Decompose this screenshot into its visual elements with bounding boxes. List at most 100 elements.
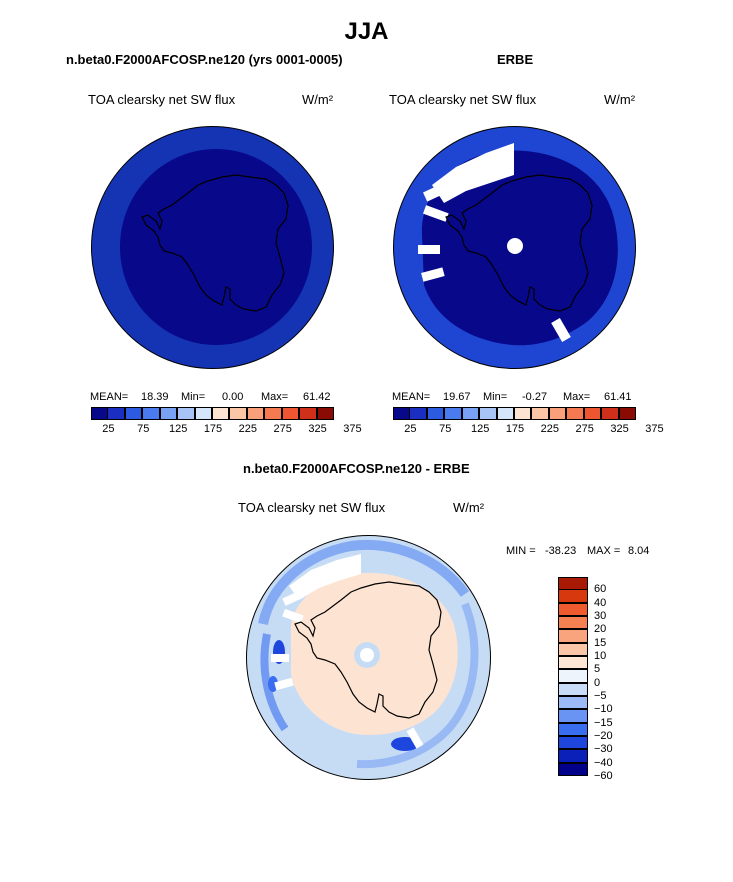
colorbar-tick-label: 125 — [168, 423, 188, 435]
model-map-interior — [120, 149, 312, 345]
model-mean-label: MEAN= — [90, 391, 129, 403]
diff-blue-ring-1 — [258, 540, 470, 626]
diff-colorbar-segment — [558, 602, 588, 616]
colorbar-tick-label: 25 — [404, 423, 417, 435]
erbe-map — [393, 126, 636, 369]
colorbar-tick-label: 175 — [505, 423, 525, 435]
colorbar-segment — [229, 407, 247, 420]
colorbar-segment — [264, 407, 282, 420]
colorbar-segment — [91, 407, 109, 420]
colorbar-segment — [479, 407, 497, 420]
colorbar-segment — [444, 407, 462, 420]
colorbar-segment — [281, 407, 300, 420]
diff-gap-2 — [282, 608, 304, 624]
erbe-map-border — [393, 126, 636, 369]
page-title: JJA — [344, 18, 389, 45]
colorbar-tick-label: 175 — [203, 423, 223, 435]
erbe-gap-2 — [423, 205, 449, 222]
colorbar-segment — [246, 407, 265, 420]
erbe-gap-4 — [421, 267, 445, 282]
difference-map — [246, 535, 491, 780]
erbe-antarctica-coastline — [445, 174, 593, 312]
diff-colorbar-segment — [558, 616, 588, 630]
diff-colorbar-tick-label: −40 — [594, 756, 613, 769]
colorbar-segment — [316, 407, 334, 420]
bottom-panel-subtitle: n.beta0.F2000AFCOSP.ne120 - ERBE — [243, 461, 470, 476]
erbe-min-value: -0.27 — [522, 391, 548, 403]
colorbar-tick-label: 225 — [540, 423, 560, 435]
diff-pole-hole — [360, 648, 374, 662]
colorbar-segment — [177, 407, 195, 420]
erbe-pole-hole — [507, 238, 523, 254]
erbe-min-label: Min= — [483, 391, 508, 403]
colorbar-segment — [514, 407, 532, 420]
diff-colorbar-tick-label: −20 — [594, 730, 613, 742]
colorbar-segment — [393, 407, 411, 420]
model-max-value: 61.42 — [303, 391, 331, 403]
diff-colorbar-tick-label: −10 — [594, 703, 613, 716]
model-map — [91, 126, 334, 369]
colorbar-segment — [124, 407, 143, 420]
colorbar-segment — [409, 407, 427, 420]
colorbar-segment — [107, 407, 125, 420]
diff-colorbar-segment — [558, 642, 588, 656]
model-max-label: Max= — [261, 391, 289, 403]
right-panel-subtitle: ERBE — [497, 52, 534, 67]
colorbar-tick-label: 75 — [439, 423, 452, 435]
colorbar-tick-label: 75 — [137, 423, 150, 435]
colorbar-segment — [618, 407, 636, 420]
colorbar-segment — [531, 407, 549, 420]
diff-colorbar-tick-label: 0 — [594, 676, 601, 689]
diff-colorbar-segment — [558, 629, 588, 643]
model-min-label: Min= — [181, 391, 206, 403]
diff-colorbar-segment — [558, 656, 588, 670]
colorbar-segment — [601, 407, 619, 420]
erbe-gap-1 — [423, 182, 449, 202]
erbe-panel-title: TOA clearsky net SW flux — [389, 92, 537, 107]
colorbar-segment — [461, 407, 480, 420]
erbe-mean-label: MEAN= — [392, 391, 431, 403]
model-colorbar — [91, 407, 335, 420]
left-panel-subtitle: n.beta0.F2000AFCOSP.ne120 (yrs 0001-0005… — [66, 52, 343, 67]
model-panel-units: W/m² — [302, 92, 334, 107]
diff-colorbar-tick-label: 20 — [594, 623, 607, 636]
erbe-mean-value: 19.67 — [443, 391, 471, 403]
erbe-colorbar-ticks: 25 75 125 175 225 275 325 375 — [393, 423, 663, 437]
colorbar-segment — [212, 407, 230, 420]
diff-colorbar-segment — [558, 577, 588, 591]
diff-antarctica-coastline — [294, 581, 442, 719]
model-colorbar-ticks: 25 75 125 175 225 275 325 375 — [91, 423, 361, 437]
diff-colorbar-tick-label: 5 — [594, 663, 601, 676]
diff-colorbar-segment — [558, 722, 588, 736]
diff-blue-blob-3 — [268, 676, 278, 692]
model-mean-value: 18.39 — [141, 391, 169, 403]
erbe-max-value: 61.41 — [604, 391, 632, 403]
colorbar-segment — [548, 407, 567, 420]
colorbar-tick-label: 225 — [238, 423, 258, 435]
diff-colorbar-ticks: 60 40 30 20 15 10 5 0 −5 −10 −15 −20 −30 −40 −60 — [594, 577, 654, 782]
erbe-colorbar — [393, 407, 637, 420]
diff-max-value: 8.04 — [628, 545, 650, 557]
diff-colorbar-segment — [558, 762, 588, 776]
diff-colorbar-segment — [558, 749, 588, 763]
colorbar-tick-label: 375 — [645, 423, 664, 435]
diff-colorbar-tick-label: 10 — [594, 650, 607, 662]
diff-min-label: MIN = — [506, 545, 536, 557]
model-min-value: 0.00 — [222, 391, 244, 403]
diff-gap-3 — [271, 654, 289, 662]
colorbar-tick-label: 275 — [273, 423, 292, 435]
diff-gap-5 — [406, 727, 424, 749]
model-antarctica-coastline — [141, 174, 289, 312]
diff-gap-top — [289, 554, 361, 600]
diff-panel-units: W/m² — [453, 500, 485, 515]
diff-colorbar-tick-label: −60 — [594, 770, 613, 782]
diff-panel-title: TOA clearsky net SW flux — [238, 500, 386, 515]
diff-colorbar-tick-label: −5 — [594, 690, 607, 702]
colorbar-tick-label: 325 — [308, 423, 327, 435]
colorbar-segment — [496, 407, 514, 420]
erbe-gap-top — [432, 143, 514, 203]
diff-colorbar-tick-label: 15 — [594, 636, 607, 649]
diff-colorbar-tick-label: 40 — [594, 596, 607, 609]
diff-colorbar-segment — [558, 589, 588, 603]
diff-colorbar-tick-label: −30 — [594, 743, 613, 756]
